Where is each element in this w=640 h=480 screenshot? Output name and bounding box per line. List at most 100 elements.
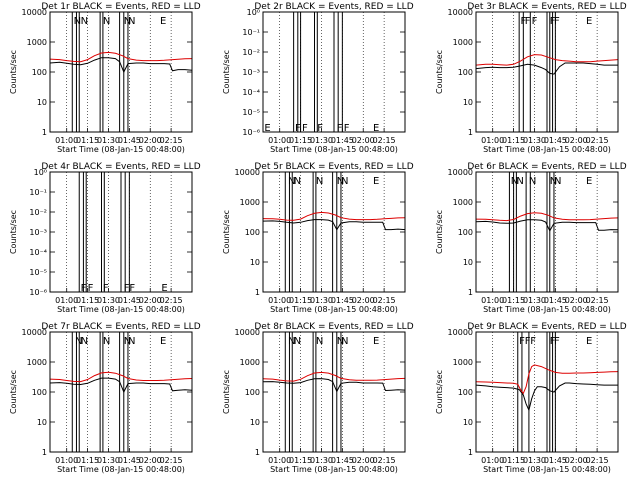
y-tick-label: 100 (32, 388, 47, 397)
event-marker: E (586, 176, 592, 187)
x-tick-label: 01:00 (481, 136, 504, 145)
event-marker: F (519, 336, 525, 347)
event-marker: F (317, 123, 323, 134)
event-marker: N (81, 336, 88, 347)
y-tick-label: 10000 (235, 168, 260, 177)
series-lld-line (262, 371, 406, 382)
event-marker: F (302, 123, 308, 134)
x-tick-label: 01:30 (97, 456, 120, 465)
event-marker: N (294, 336, 301, 347)
x-tick-label: 02:15 (373, 296, 396, 305)
x-tick-label: 02:15 (373, 136, 396, 145)
event-marker: N (81, 16, 88, 27)
y-tick-label: 1 (255, 288, 260, 297)
panel-det6r: Det 6r BLACK = Events, RED = LLD 1 10 100 10… (435, 162, 627, 314)
event-marker: N (128, 16, 135, 27)
y-tick-label: 10⁻⁵ (242, 108, 260, 117)
event-marker: N (341, 176, 348, 187)
x-tick-label: 02:00 (565, 296, 588, 305)
event-marker: F (550, 336, 556, 347)
y-tick-label: 1 (42, 128, 47, 137)
event-marker: N (550, 176, 557, 187)
event-marker: F (344, 123, 350, 134)
plot-frame (49, 331, 193, 453)
event-marker: F (81, 283, 87, 294)
x-axis-label: Start Time (08-Jan-15 00:48:00) (483, 465, 611, 474)
y-tick-label: 10 (250, 258, 260, 267)
y-axis-label: Counts/sec (9, 210, 18, 254)
panel-det7r: Det 7r BLACK = Events, RED = LLD 1 10 100 10… (9, 322, 201, 474)
series-events-line (49, 57, 193, 74)
plot-frame (262, 171, 406, 293)
event-marker: F (124, 283, 130, 294)
series-lld-line (475, 364, 619, 395)
y-axis-label: Counts/sec (222, 370, 231, 414)
panel-det9r: Det 9r BLACK = Events, RED = LLD 1 10 100 10… (435, 322, 627, 474)
x-tick-label: 01:45 (544, 136, 567, 145)
event-marker: E (160, 336, 166, 347)
x-tick-label: 01:15 (76, 136, 99, 145)
y-tick-label: 1000 (453, 358, 473, 367)
x-tick-label: 01:15 (289, 296, 312, 305)
y-tick-label: 1000 (240, 198, 260, 207)
y-tick-label: 10000 (448, 328, 473, 337)
event-marker: N (337, 336, 344, 347)
y-tick-label: 100 (32, 68, 47, 77)
x-tick-label: 01:00 (55, 296, 78, 305)
x-tick-label: 01:45 (118, 296, 141, 305)
y-tick-label: 10⁻² (29, 208, 47, 217)
x-tick-label: 02:00 (352, 136, 375, 145)
event-marker: N (103, 336, 110, 347)
event-marker: N (511, 176, 518, 187)
panel-title: Det 8r BLACK = Events, RED = LLD (254, 322, 413, 332)
panel-det2r: Det 2r BLACK = Events, RED = LLD 10⁻⁶ 10⁻⁵… (222, 2, 414, 154)
event-marker: N (294, 176, 301, 187)
event-marker: F (88, 283, 94, 294)
x-tick-label: 02:00 (139, 296, 162, 305)
y-tick-label: 100 (245, 388, 260, 397)
y-axis-label: Counts/sec (435, 50, 444, 94)
event-marker: F (550, 16, 556, 27)
plot-frame (262, 331, 406, 453)
panel-title: Det 9r BLACK = Events, RED = LLD (467, 322, 626, 332)
x-tick-label: 01:30 (523, 296, 546, 305)
y-axis-label: Counts/sec (222, 210, 231, 254)
y-tick-label: 10 (463, 418, 473, 427)
y-tick-label: 10000 (22, 328, 47, 337)
x-tick-label: 01:30 (97, 296, 120, 305)
x-tick-label: 01:30 (97, 136, 120, 145)
x-tick-label: 02:15 (160, 456, 183, 465)
event-marker: N (316, 336, 323, 347)
panel-title: Det 3r BLACK = Events, RED = LLD (467, 2, 626, 12)
x-tick-label: 01:15 (76, 456, 99, 465)
event-marker: N (124, 336, 131, 347)
event-marker: E (586, 336, 592, 347)
series-lld-line (49, 51, 193, 63)
panel-det8r: Det 8r BLACK = Events, RED = LLD 1 10 100 10… (222, 322, 414, 474)
y-tick-label: 10⁻⁴ (242, 88, 260, 97)
panel-title: Det 2r BLACK = Events, RED = LLD (254, 2, 413, 12)
series-lld-line (262, 211, 406, 221)
y-axis-label: Counts/sec (435, 370, 444, 414)
panel-title: Det 4r BLACK = Events, RED = LLD (41, 162, 200, 172)
event-marker: E (160, 16, 166, 27)
event-marker: N (554, 176, 561, 187)
x-tick-label: 01:45 (544, 456, 567, 465)
x-tick-label: 02:15 (160, 136, 183, 145)
panel-det5r: Det 5r BLACK = Events, RED = LLD 1 10 100 10… (222, 162, 414, 314)
series-events-line (262, 219, 406, 231)
event-marker: N (124, 16, 131, 27)
y-tick-label: 10000 (22, 8, 47, 17)
x-tick-label: 02:15 (586, 456, 609, 465)
x-tick-label: 01:30 (523, 456, 546, 465)
event-marker: F (525, 16, 531, 27)
y-tick-label: 1000 (27, 38, 47, 47)
y-tick-label: 100 (458, 388, 473, 397)
y-tick-label: 100 (458, 228, 473, 237)
y-tick-label: 10 (463, 258, 473, 267)
y-tick-label: 10⁻³ (242, 68, 260, 77)
x-tick-label: 02:00 (139, 136, 162, 145)
x-tick-label: 02:00 (565, 136, 588, 145)
y-tick-label: 10⁰ (247, 8, 260, 17)
